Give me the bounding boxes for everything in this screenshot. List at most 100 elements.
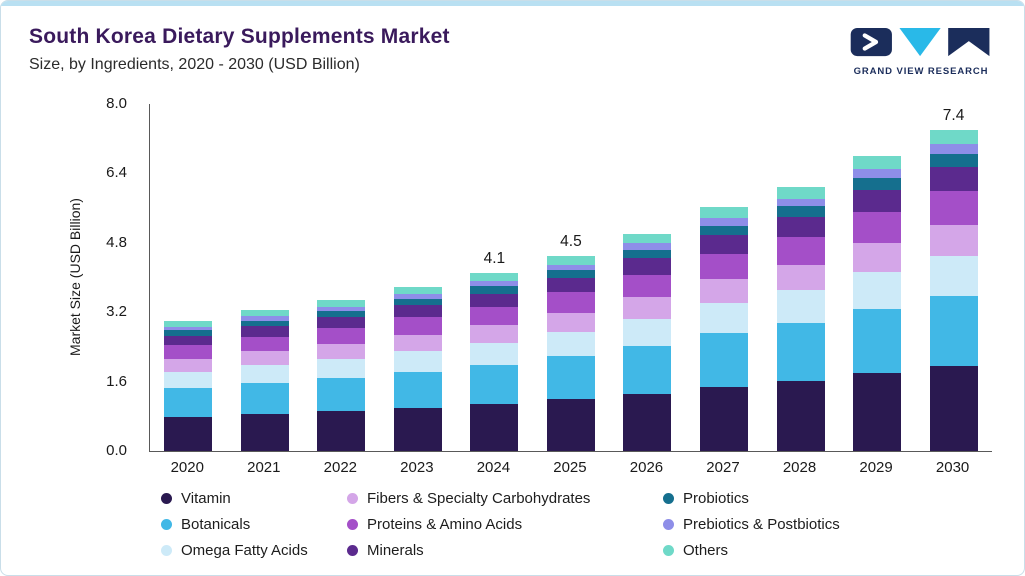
x-tick-2029: 2029 (859, 459, 893, 476)
legend-dot-proteins-amino-acids (347, 518, 358, 530)
segment-minerals-2022 (317, 317, 366, 329)
segment-minerals-2028 (776, 217, 825, 237)
segment-vitamin-2021 (240, 413, 289, 451)
legend-label: Prebiotics & Postbiotics (683, 515, 840, 533)
segment-probiotics-2029 (853, 177, 902, 190)
x-tick-2025: 2025 (553, 459, 587, 476)
segment-vitamin-2024 (470, 404, 519, 451)
segment-probiotics-2021 (240, 320, 289, 327)
stacked-bar-2025 (546, 255, 595, 451)
y-tick-3.2: 3.2 (106, 303, 127, 321)
segment-botanicals-2023 (393, 371, 442, 408)
segment-prebiotics-postbiotics-2021 (240, 316, 289, 321)
segment-proteins-amino-acids-2029 (853, 212, 902, 244)
segment-others-2025 (546, 255, 595, 265)
segment-minerals-2025 (546, 277, 595, 293)
segment-fibers-specialty-carbohydrates-2029 (853, 243, 902, 272)
legend-dot-others (663, 544, 674, 556)
stacked-bar-2026 (623, 233, 672, 451)
segment-botanicals-2026 (623, 346, 672, 394)
segment-minerals-2026 (623, 258, 672, 275)
segment-omega-fatty-acids-2023 (393, 350, 442, 372)
stacked-bar-2028 (776, 186, 825, 451)
segment-fibers-specialty-carbohydrates-2027 (699, 279, 748, 304)
segment-proteins-amino-acids-2025 (546, 292, 595, 313)
stacked-bar-2030 (929, 130, 978, 451)
legend-item-probiotics: Probiotics (663, 486, 963, 510)
y-tick-0.0: 0.0 (106, 442, 127, 459)
segment-probiotics-2028 (776, 206, 825, 218)
segment-prebiotics-postbiotics-2026 (623, 243, 672, 250)
bar-value-label-2025: 4.5 (560, 232, 582, 250)
segment-proteins-amino-acids-2024 (470, 306, 519, 326)
segment-vitamin-2030 (929, 366, 978, 451)
y-tick-8.0: 8.0 (106, 95, 127, 112)
segment-prebiotics-postbiotics-2020 (164, 326, 213, 331)
legend-item-omega-fatty-acids: Omega Fatty Acids (161, 538, 347, 562)
legend-label: Proteins & Amino Acids (367, 515, 523, 533)
segment-prebiotics-postbiotics-2029 (853, 169, 902, 178)
y-tick-6.4: 6.4 (106, 164, 127, 182)
x-axis-labels: 2020 2021 2022 2023 2024 2025 2026 2027 2028 2029… (149, 459, 991, 476)
x-tick-2023: 2023 (400, 459, 434, 476)
segment-others-2023 (393, 286, 442, 295)
bar-slot-2029 (839, 104, 915, 451)
legend-dot-omega-fatty-acids (161, 544, 172, 556)
legend-dot-botanicals (161, 518, 172, 530)
x-tick-2027: 2027 (706, 459, 740, 476)
segment-fibers-specialty-carbohydrates-2024 (470, 325, 519, 343)
segment-botanicals-2027 (699, 333, 748, 387)
legend-item-prebiotics-postbiotics: Prebiotics & Postbiotics (663, 512, 963, 536)
segment-botanicals-2029 (853, 308, 902, 374)
segment-omega-fatty-acids-2021 (240, 365, 289, 383)
segment-proteins-amino-acids-2026 (623, 274, 672, 298)
bar-value-label-2030: 7.4 (942, 107, 965, 125)
segment-minerals-2021 (240, 326, 289, 337)
logo-text: GRAND VIEW RESEARCH (853, 66, 989, 77)
segment-minerals-2020 (164, 335, 213, 346)
legend-dot-minerals (347, 544, 358, 556)
legend-dot-probiotics (663, 492, 674, 504)
stacked-bar-2021 (240, 310, 289, 451)
legend-label: Omega Fatty Acids (181, 541, 308, 559)
segment-proteins-amino-acids-2023 (393, 317, 442, 335)
segment-vitamin-2029 (853, 373, 902, 451)
segment-others-2024 (470, 273, 519, 282)
stacked-bar-2027 (699, 207, 748, 451)
segment-probiotics-2030 (929, 153, 978, 167)
bar-slot-2023 (380, 104, 456, 451)
segment-probiotics-2026 (623, 249, 672, 259)
stacked-bar-2022 (317, 299, 366, 451)
segment-omega-fatty-acids-2027 (699, 303, 748, 334)
segment-prebiotics-postbiotics-2022 (317, 306, 366, 311)
segment-botanicals-2024 (470, 365, 519, 405)
bar-slot-2022 (303, 104, 379, 451)
legend-item-botanicals: Botanicals (161, 512, 347, 536)
segment-fibers-specialty-carbohydrates-2028 (776, 264, 825, 291)
legend-label: Vitamin (181, 489, 231, 507)
segment-others-2020 (164, 320, 213, 327)
stacked-bar-2023 (393, 286, 442, 451)
segment-vitamin-2027 (699, 386, 748, 451)
segment-prebiotics-postbiotics-2023 (393, 294, 442, 299)
segment-prebiotics-postbiotics-2025 (546, 264, 595, 271)
segment-probiotics-2025 (546, 270, 595, 278)
bar-slot-2028 (763, 104, 839, 451)
segment-proteins-amino-acids-2027 (699, 253, 748, 280)
x-tick-2020: 2020 (170, 459, 204, 476)
segment-fibers-specialty-carbohydrates-2022 (317, 344, 366, 360)
logo-marks-icon (850, 27, 990, 57)
x-tick-2021: 2021 (247, 459, 281, 476)
legend: Vitamin Fibers & Specialty Carbohydrates P… (161, 486, 963, 562)
segment-botanicals-2021 (240, 382, 289, 414)
bar-slot-2024: 4.1 (456, 104, 532, 451)
segment-botanicals-2020 (164, 388, 213, 417)
segment-proteins-amino-acids-2020 (164, 345, 213, 360)
legend-label: Others (683, 541, 729, 559)
legend-dot-fibers-specialty-carbohydrates (347, 492, 358, 504)
legend-dot-vitamin (161, 492, 172, 504)
x-tick-2024: 2024 (476, 459, 511, 476)
x-tick-2026: 2026 (629, 459, 664, 476)
segment-probiotics-2027 (699, 225, 748, 236)
